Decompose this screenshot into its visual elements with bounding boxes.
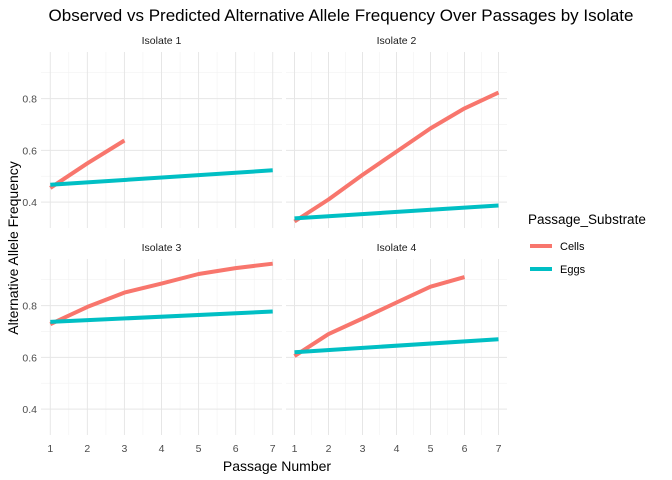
x-tick-label: 3 [360, 443, 366, 455]
legend-title: Passage_Substrate [528, 212, 646, 227]
x-tick-label: 6 [462, 443, 468, 455]
y-tick-label: 0.6 [22, 352, 37, 364]
x-tick-label: 4 [159, 443, 165, 455]
x-tick-label: 6 [233, 443, 239, 455]
x-tick-label: 7 [496, 443, 502, 455]
chart-title: Observed vs Predicted Alternative Allele… [49, 6, 634, 25]
legend: Passage_Substrate Cells Eggs [528, 212, 646, 276]
y-tick-label: 0.8 [22, 94, 37, 106]
facet-panels: Isolate 1 0.4 0.6 0.8 Isolate 2 Isolate 3 0.4 0… [22, 35, 507, 455]
y-axis-title: Alternative Allele Frequency [5, 161, 21, 335]
facet-isolate-2: Isolate 2 [286, 35, 507, 228]
facet-isolate-1: Isolate 1 0.4 0.6 0.8 [22, 35, 282, 228]
series-line-cells-isolate-1 [49, 138, 126, 190]
facet-label: Isolate 1 [142, 35, 182, 47]
y-tick-label: 0.4 [22, 404, 37, 416]
facet-label: Isolate 2 [377, 35, 417, 47]
x-axis-title: Passage Number [223, 458, 332, 474]
series-line-eggs-isolate-2 [294, 203, 499, 221]
series-line-cells-isolate-4 [293, 275, 466, 358]
x-tick-label: 5 [428, 443, 434, 455]
y-tick-label: 0.4 [22, 197, 37, 209]
x-tick-label: 1 [292, 443, 298, 455]
x-tick-label: 3 [122, 443, 128, 455]
series-line-eggs-isolate-4 [294, 337, 499, 355]
y-tick-label: 0.6 [22, 145, 37, 157]
y-tick-label: 0.8 [22, 301, 37, 313]
facet-isolate-4: Isolate 4 1 2 3 4 5 6 7 [286, 242, 507, 455]
x-tick-label: 7 [270, 443, 276, 455]
x-tick-label: 2 [326, 443, 332, 455]
facet-isolate-3: Isolate 3 0.4 0.6 0.8 1 2 3 4 5 6 7 [22, 242, 282, 455]
x-tick-label: 4 [394, 443, 400, 455]
series-line-eggs-isolate-1 [50, 168, 273, 187]
legend-label-cells: Cells [560, 241, 585, 253]
series-line-eggs-isolate-3 [50, 309, 273, 324]
facet-label: Isolate 4 [377, 242, 417, 254]
series-line-cells-isolate-3 [49, 261, 273, 327]
x-tick-label: 1 [47, 443, 53, 455]
legend-label-eggs: Eggs [560, 264, 586, 276]
x-tick-label: 2 [84, 443, 90, 455]
facet-label: Isolate 3 [142, 242, 182, 254]
x-tick-label: 5 [196, 443, 202, 455]
series-line-cells-isolate-2 [293, 90, 500, 224]
